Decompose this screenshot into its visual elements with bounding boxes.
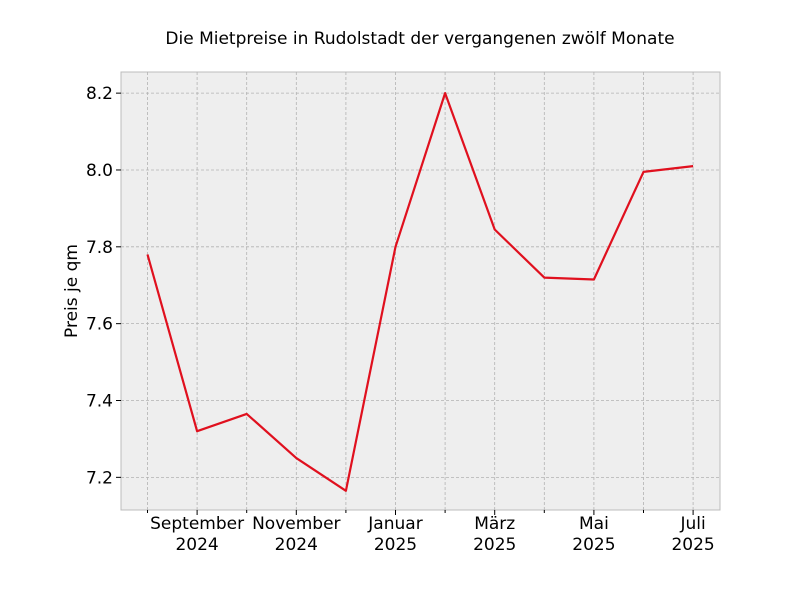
x-axis: September2024November2024Januar2025März2… [147,510,715,555]
y-axis-label: Preis je qm [62,244,82,338]
y-tick-label: 8.2 [86,84,113,104]
grid-lines [121,72,720,510]
y-tick-label: 8.0 [86,161,113,181]
y-tick-label: 7.8 [86,238,113,258]
x-tick-label: September [150,514,244,534]
series-line [146,91,694,492]
x-tick-label: 2025 [374,535,417,555]
x-tick-label: 2024 [175,535,218,555]
x-tick-label: 2025 [473,535,516,555]
chart-title: Die Mietpreise in Rudolstadt der vergang… [165,29,674,49]
x-tick-label: 2025 [572,535,615,555]
x-tick-label: 2025 [671,535,714,555]
plot-area [120,71,721,511]
x-tick-label: Januar [367,514,422,534]
y-tick-label: 7.6 [86,315,113,335]
y-tick-label: 7.2 [86,468,113,488]
y-tick-label: 7.4 [86,392,113,412]
x-tick-label: März [474,514,515,534]
x-tick-label: November [252,514,340,534]
x-tick-label: Juli [679,514,705,534]
x-tick-label: Mai [579,514,609,534]
y-axis: 7.2 7.4 7.6 7.8 8.0 8.2 [86,84,121,488]
series-layer [146,91,694,492]
x-tick-label: 2024 [275,535,318,555]
